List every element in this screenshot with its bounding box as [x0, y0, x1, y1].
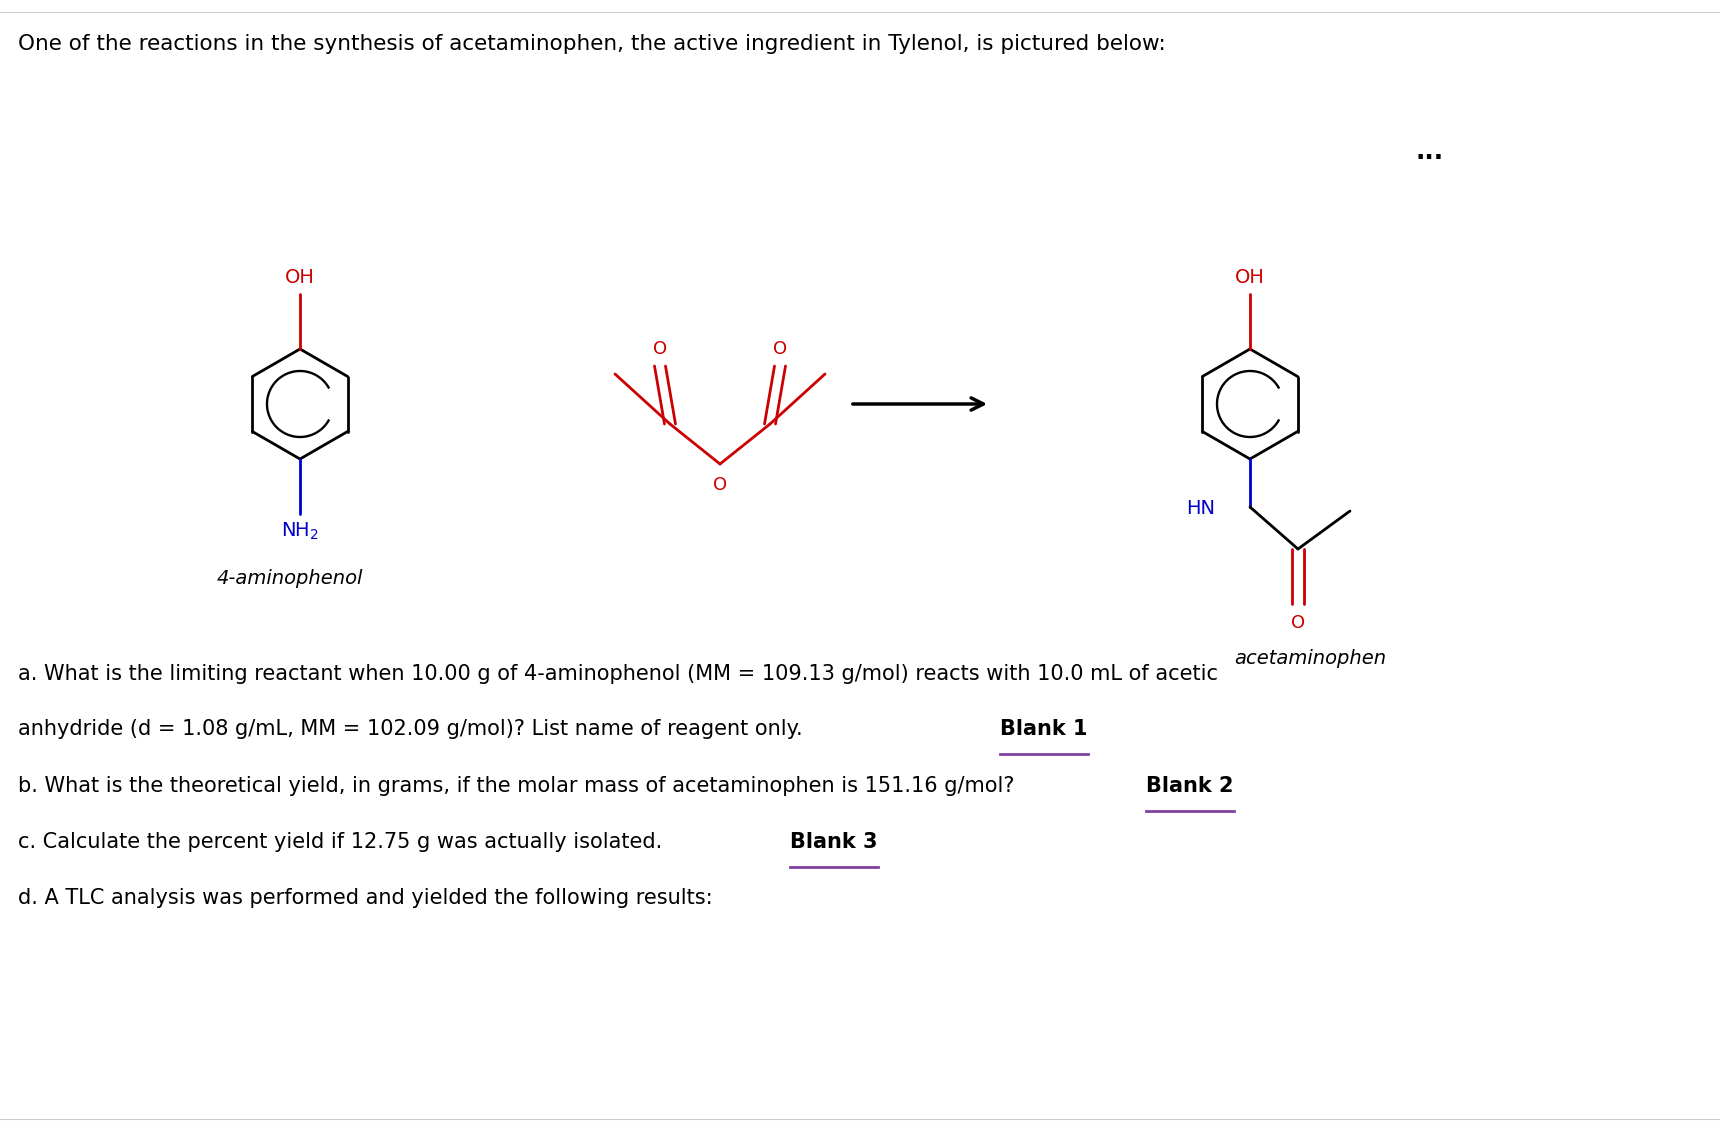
Text: d. A TLC analysis was performed and yielded the following results:: d. A TLC analysis was performed and yiel… — [17, 888, 712, 908]
Text: OH: OH — [286, 268, 315, 287]
Text: Blank 3: Blank 3 — [789, 832, 877, 852]
Text: anhydride (d = 1.08 g/mL, MM = 102.09 g/mol)? List name of reagent only.: anhydride (d = 1.08 g/mL, MM = 102.09 g/… — [17, 719, 808, 738]
Text: HN: HN — [1187, 499, 1214, 518]
Text: c. Calculate the percent yield if 12.75 g was actually isolated.: c. Calculate the percent yield if 12.75 … — [17, 832, 669, 852]
Text: Blank 1: Blank 1 — [999, 719, 1087, 738]
Text: acetaminophen: acetaminophen — [1233, 649, 1386, 668]
Text: b. What is the theoretical yield, in grams, if the molar mass of acetaminophen i: b. What is the theoretical yield, in gra… — [17, 776, 1022, 796]
Text: O: O — [772, 339, 788, 359]
Text: a. What is the limiting reactant when 10.00 g of 4-aminophenol (MM = 109.13 g/mo: a. What is the limiting reactant when 10… — [17, 664, 1218, 685]
Text: O: O — [654, 339, 667, 359]
Text: ...: ... — [1416, 140, 1445, 164]
Text: 4-aminophenol: 4-aminophenol — [217, 569, 363, 588]
Text: NH$_2$: NH$_2$ — [280, 522, 318, 542]
Text: Blank 2: Blank 2 — [1146, 776, 1233, 796]
Text: One of the reactions in the synthesis of acetaminophen, the active ingredient in: One of the reactions in the synthesis of… — [17, 34, 1166, 54]
Text: O: O — [1292, 614, 1305, 632]
Text: O: O — [712, 475, 728, 495]
Text: OH: OH — [1235, 268, 1264, 287]
